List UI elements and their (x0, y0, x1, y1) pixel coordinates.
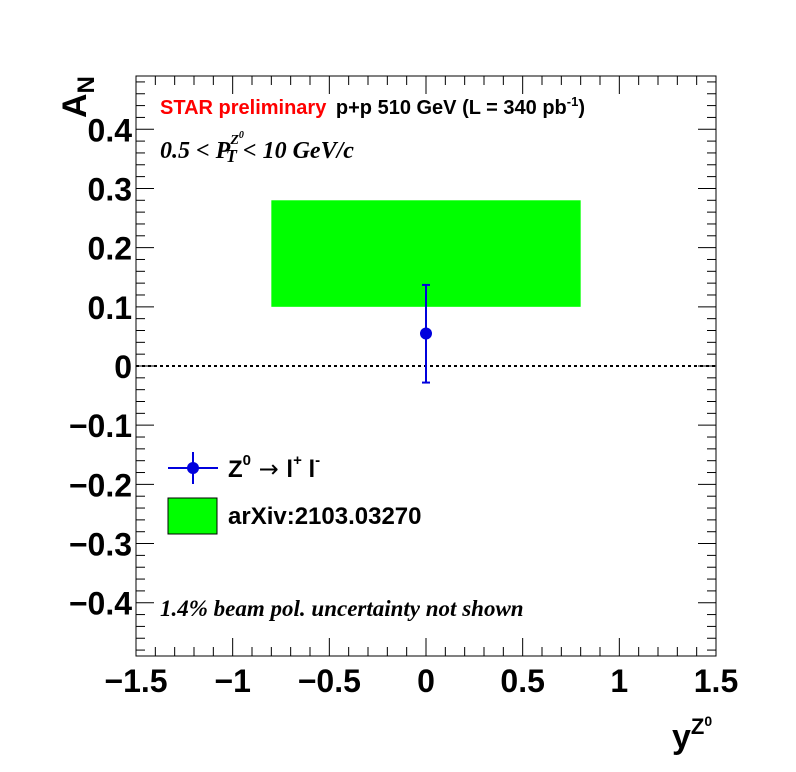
pol-note: 1.4% beam pol. uncertainty not shown (160, 596, 524, 621)
y-tick-label: 0.1 (88, 290, 132, 326)
kinematic-range: 0.5 < PZ0 T < 10 GeV/c (160, 130, 354, 166)
x-tick-label: −0.5 (298, 663, 361, 699)
x-tick-label: 1.5 (694, 663, 738, 699)
legend-entry-z0: Z0 → l+ l- (168, 452, 320, 484)
ticks-layer (135, 76, 717, 656)
legend-entry-arxiv: arXiv:2103.03270 (167, 497, 422, 535)
x-tick-label: −1.5 (104, 663, 167, 699)
y-tick-label: −0.3 (69, 527, 132, 563)
y-tick-label: −0.1 (69, 408, 132, 444)
y-axis-title: AN (56, 76, 100, 118)
y-tick-label: −0.2 (69, 467, 132, 503)
y-tick-label: −0.4 (69, 586, 132, 622)
x-tick-label: 0 (417, 663, 435, 699)
star-label: STAR preliminary (160, 97, 327, 119)
x-tick-label: 1 (610, 663, 628, 699)
legend-label-z0: Z0 → l+ l- (228, 452, 320, 483)
data-point (420, 327, 432, 340)
x-tick-label: −1 (214, 663, 250, 699)
legend-label-arxiv: arXiv:2103.03270 (228, 503, 422, 530)
y-tick-label: 0.2 (88, 231, 132, 267)
legend-marker-dot (187, 462, 199, 474)
y-tick-label: 0 (114, 349, 132, 385)
legend-band-swatch (167, 497, 218, 535)
x-axis-title: yZ0 (672, 713, 712, 756)
x-tick-label: 0.5 (500, 663, 544, 699)
data-layer (420, 283, 432, 384)
star-header: STAR preliminary p+p 510 GeV (L = 340 pb… (160, 94, 585, 119)
tick-labels-layer: −1.5 −1 −0.5 0 0.5 1 1.5 −0.4 −0.3 −0.2 −0.1 0 0.1 0.… (69, 112, 738, 699)
y-tick-label: 0.3 (88, 171, 132, 207)
legend: Z0 → l+ l- arXiv:2103.03270 (167, 452, 422, 535)
y-tick-label: 0.4 (88, 112, 133, 148)
